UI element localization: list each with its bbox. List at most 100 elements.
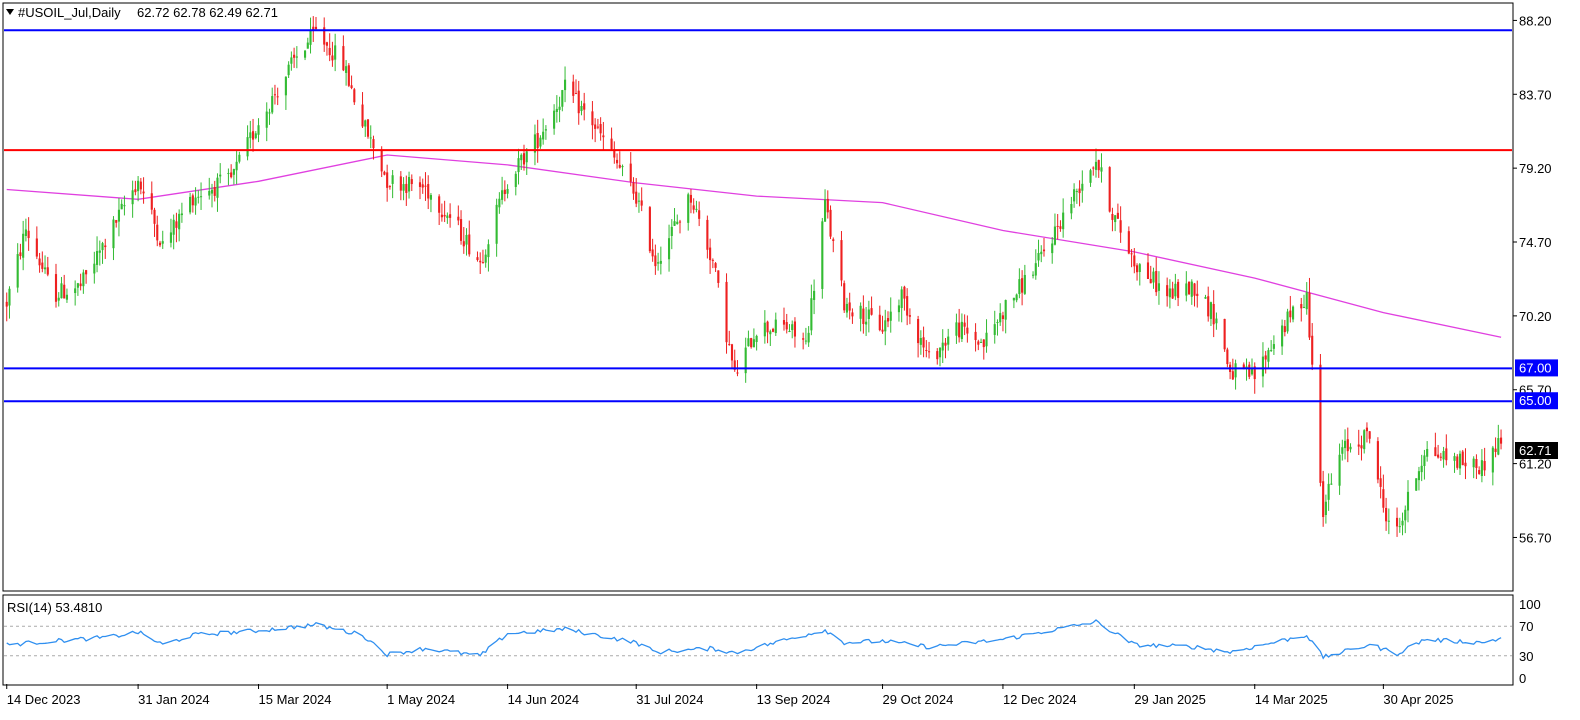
candle-body bbox=[848, 302, 851, 311]
candle-body bbox=[1382, 489, 1385, 508]
candle-body bbox=[1286, 311, 1289, 332]
candle-body bbox=[1040, 251, 1043, 255]
candle-body bbox=[446, 215, 449, 219]
candle-body bbox=[1021, 278, 1024, 293]
candle-body bbox=[804, 340, 807, 342]
candle-body bbox=[112, 219, 115, 249]
candle-body bbox=[487, 244, 490, 258]
candle-body bbox=[22, 233, 25, 258]
candle-body bbox=[1051, 243, 1054, 254]
level-badge bbox=[1515, 359, 1558, 377]
candle-body bbox=[1404, 509, 1407, 521]
candle-body bbox=[695, 208, 698, 210]
candle-body bbox=[178, 213, 181, 230]
candle-body bbox=[977, 341, 980, 345]
candle-body bbox=[678, 221, 682, 223]
candle-body bbox=[648, 207, 651, 252]
candle-body bbox=[93, 263, 96, 274]
candle-body bbox=[1300, 304, 1303, 309]
candle-body bbox=[104, 245, 107, 248]
candle-body bbox=[698, 210, 701, 219]
candle-body bbox=[1415, 478, 1418, 491]
candle-body bbox=[391, 175, 394, 184]
candle-body bbox=[1456, 456, 1459, 468]
candle-body bbox=[312, 26, 315, 30]
candle-body bbox=[659, 260, 662, 264]
candle-body bbox=[602, 135, 605, 138]
candle-body bbox=[405, 183, 408, 193]
candle-body bbox=[314, 26, 318, 29]
level-badge-text: 67.00 bbox=[1519, 360, 1552, 375]
candle-body bbox=[755, 335, 758, 343]
candle-body bbox=[424, 185, 427, 187]
candle-body bbox=[884, 320, 887, 332]
candle-body bbox=[158, 242, 162, 246]
candle-body bbox=[380, 150, 383, 172]
candle-body bbox=[563, 79, 567, 91]
candle-body bbox=[1245, 366, 1248, 368]
candle-body bbox=[295, 56, 298, 58]
candle-body bbox=[325, 42, 329, 46]
candle-body bbox=[1089, 170, 1092, 183]
candle-body bbox=[172, 219, 175, 235]
candle-body bbox=[19, 252, 22, 257]
candle-body bbox=[889, 311, 892, 321]
candle-body bbox=[459, 219, 463, 241]
candle-body bbox=[522, 153, 526, 165]
candle-body bbox=[197, 196, 200, 198]
candle-body bbox=[484, 254, 487, 263]
candle-body bbox=[331, 55, 334, 61]
candle-body bbox=[1360, 445, 1363, 449]
candle-body bbox=[429, 195, 433, 200]
candle-body bbox=[862, 308, 865, 325]
candle-body bbox=[216, 177, 219, 198]
candle-body bbox=[1111, 213, 1114, 220]
candle-body bbox=[347, 65, 350, 86]
current-price-badge bbox=[1515, 442, 1558, 459]
candle-body bbox=[476, 257, 479, 261]
candle-body bbox=[1001, 315, 1005, 319]
candle-body bbox=[851, 312, 854, 317]
candle-body bbox=[1439, 456, 1442, 458]
candle-body bbox=[867, 309, 870, 320]
candle-body bbox=[752, 339, 755, 348]
candle-body bbox=[1434, 447, 1437, 457]
candle-body bbox=[79, 283, 82, 287]
candle-body bbox=[8, 288, 11, 306]
candle-body bbox=[539, 137, 542, 147]
candle-body bbox=[443, 214, 446, 217]
candle-body bbox=[76, 283, 79, 288]
candle-body bbox=[1458, 453, 1462, 469]
candle-body bbox=[826, 198, 829, 213]
moving-average-line bbox=[6, 154, 1502, 338]
candle-body bbox=[227, 173, 230, 175]
candle-body bbox=[1185, 283, 1188, 296]
candle-body bbox=[897, 305, 901, 313]
collapse-triangle-icon[interactable] bbox=[6, 9, 14, 15]
candle-body bbox=[142, 191, 145, 194]
candle-body bbox=[881, 329, 884, 332]
candle-body bbox=[1365, 427, 1369, 432]
candle-body bbox=[591, 111, 594, 126]
candle-body bbox=[1461, 451, 1464, 466]
level-badge bbox=[1515, 392, 1558, 410]
candle-body bbox=[941, 342, 944, 351]
candle-body bbox=[134, 189, 137, 193]
candle-body bbox=[938, 347, 942, 358]
candle-body bbox=[985, 332, 988, 347]
candle-body bbox=[350, 85, 353, 89]
y-tick-label: 56.70 bbox=[1519, 530, 1552, 545]
candle-body bbox=[115, 220, 118, 223]
candle-body bbox=[788, 331, 791, 333]
candle-body bbox=[150, 193, 153, 210]
candle-body bbox=[618, 164, 621, 168]
candle-body bbox=[1152, 271, 1155, 283]
candle-body bbox=[63, 284, 66, 299]
candle-body bbox=[254, 133, 257, 139]
candles bbox=[5, 16, 1503, 537]
candle-body bbox=[230, 172, 233, 178]
candle-body bbox=[369, 137, 372, 139]
candle-body bbox=[774, 319, 777, 334]
candle-body bbox=[832, 239, 835, 241]
